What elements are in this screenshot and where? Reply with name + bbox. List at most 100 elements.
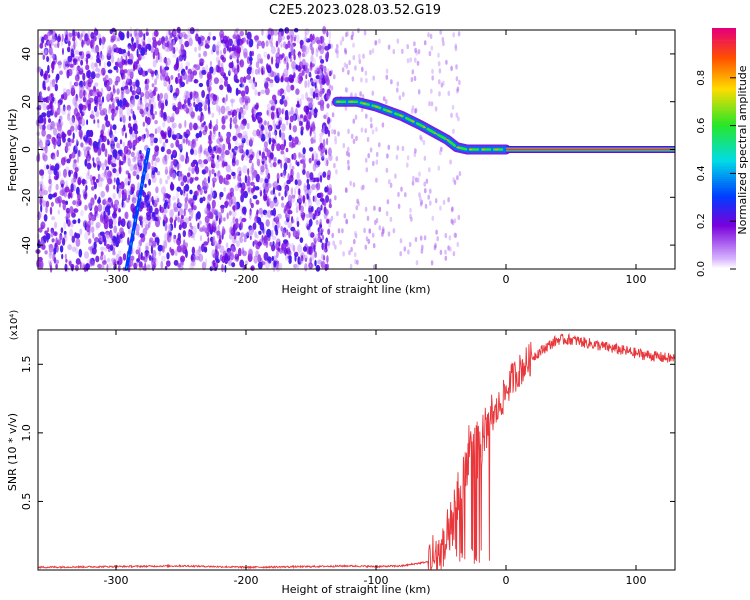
- noise-speck: [231, 44, 235, 52]
- noise-speck: [54, 221, 58, 229]
- noise-speck: [285, 254, 289, 261]
- noise-speck: [160, 73, 163, 81]
- noise-speck: [320, 59, 325, 64]
- noise-speck: [273, 217, 278, 222]
- noise-speck: [354, 65, 357, 71]
- noise-speck: [63, 168, 67, 178]
- noise-speck: [144, 242, 150, 251]
- noise-speck: [193, 90, 197, 96]
- noise-speck: [95, 178, 100, 183]
- noise-speck: [193, 122, 198, 131]
- noise-speck: [225, 106, 230, 112]
- colorbar-swatch: [712, 50, 736, 53]
- colorbar-swatch: [712, 216, 736, 220]
- noise-speck: [212, 43, 218, 51]
- noise-speck: [381, 229, 385, 235]
- y-tick-label: 0: [20, 146, 33, 153]
- noise-speck: [249, 148, 253, 153]
- noise-speck: [247, 175, 251, 184]
- noise-speck: [293, 114, 296, 121]
- noise-speck: [106, 257, 111, 263]
- noise-speck: [315, 264, 321, 272]
- noise-speck: [137, 43, 142, 50]
- colorbar-swatch: [712, 238, 736, 242]
- noise-speck: [270, 230, 274, 237]
- noise-speck: [203, 159, 209, 165]
- noise-speck: [243, 237, 247, 243]
- noise-speck: [297, 244, 303, 254]
- noise-speck: [385, 99, 388, 105]
- noise-speck: [46, 56, 50, 62]
- noise-speck: [255, 242, 261, 250]
- noise-speck: [248, 248, 253, 258]
- noise-speck: [337, 131, 340, 137]
- noise-speck: [166, 72, 169, 80]
- colorbar-swatch: [712, 228, 736, 232]
- noise-speck: [87, 214, 91, 219]
- colorbar-swatch: [712, 146, 736, 149]
- noise-speck: [173, 202, 176, 209]
- noise-speck: [265, 40, 269, 47]
- noise-speck: [422, 139, 426, 146]
- noise-speck: [57, 195, 62, 204]
- colorbar-swatch: [712, 261, 736, 264]
- colorbar-swatch: [712, 240, 736, 244]
- noise-speck: [273, 199, 279, 207]
- noise-speck: [195, 256, 200, 261]
- noise-speck: [48, 252, 52, 259]
- noise-speck: [118, 263, 121, 272]
- noise-speck: [302, 156, 306, 164]
- noise-speck: [240, 188, 244, 196]
- noise-speck: [256, 216, 262, 224]
- noise-speck: [62, 88, 68, 94]
- colorbar-swatch: [712, 132, 736, 135]
- noise-speck: [48, 193, 53, 200]
- noise-speck: [170, 181, 174, 190]
- noise-speck: [185, 151, 188, 159]
- noise-speck: [144, 96, 148, 103]
- noise-speck: [118, 159, 122, 168]
- noise-speck: [114, 80, 119, 86]
- noise-speck: [458, 79, 461, 86]
- noise-speck: [223, 217, 226, 222]
- noise-speck: [308, 246, 313, 256]
- noise-speck: [204, 166, 209, 174]
- noise-speck: [84, 231, 89, 241]
- noise-speck: [263, 188, 266, 195]
- noise-speck: [233, 68, 239, 76]
- noise-speck: [40, 90, 43, 99]
- noise-speck: [276, 172, 280, 181]
- noise-speck: [419, 196, 422, 202]
- noise-speck: [85, 37, 91, 46]
- colorbar-swatch: [712, 108, 736, 111]
- noise-speck: [229, 122, 232, 130]
- noise-speck: [320, 145, 326, 154]
- noise-speck: [164, 66, 170, 71]
- noise-speck: [65, 144, 70, 152]
- noise-speck: [164, 222, 168, 232]
- noise-speck: [83, 251, 90, 259]
- noise-speck: [197, 102, 203, 108]
- noise-speck: [235, 159, 239, 166]
- noise-speck: [319, 70, 324, 79]
- noise-speck: [189, 263, 193, 270]
- colorbar-tick-label: 0.8: [696, 70, 707, 86]
- noise-speck: [298, 188, 301, 196]
- noise-speck: [439, 249, 443, 255]
- noise-speck: [127, 50, 130, 57]
- noise-speck: [112, 98, 115, 106]
- noise-speck: [79, 132, 83, 140]
- noise-speck: [242, 130, 248, 137]
- noise-speck: [139, 201, 145, 209]
- noise-speck: [244, 175, 248, 184]
- noise-speck: [102, 260, 107, 265]
- noise-speck: [352, 42, 355, 48]
- noise-speck: [146, 214, 152, 221]
- snr-series-line: [37, 332, 676, 570]
- noise-speck: [260, 165, 265, 173]
- noise-speck: [399, 251, 403, 257]
- noise-speck: [183, 104, 188, 112]
- noise-speck: [427, 194, 431, 200]
- noise-speck: [327, 228, 331, 235]
- noise-speck: [263, 120, 268, 126]
